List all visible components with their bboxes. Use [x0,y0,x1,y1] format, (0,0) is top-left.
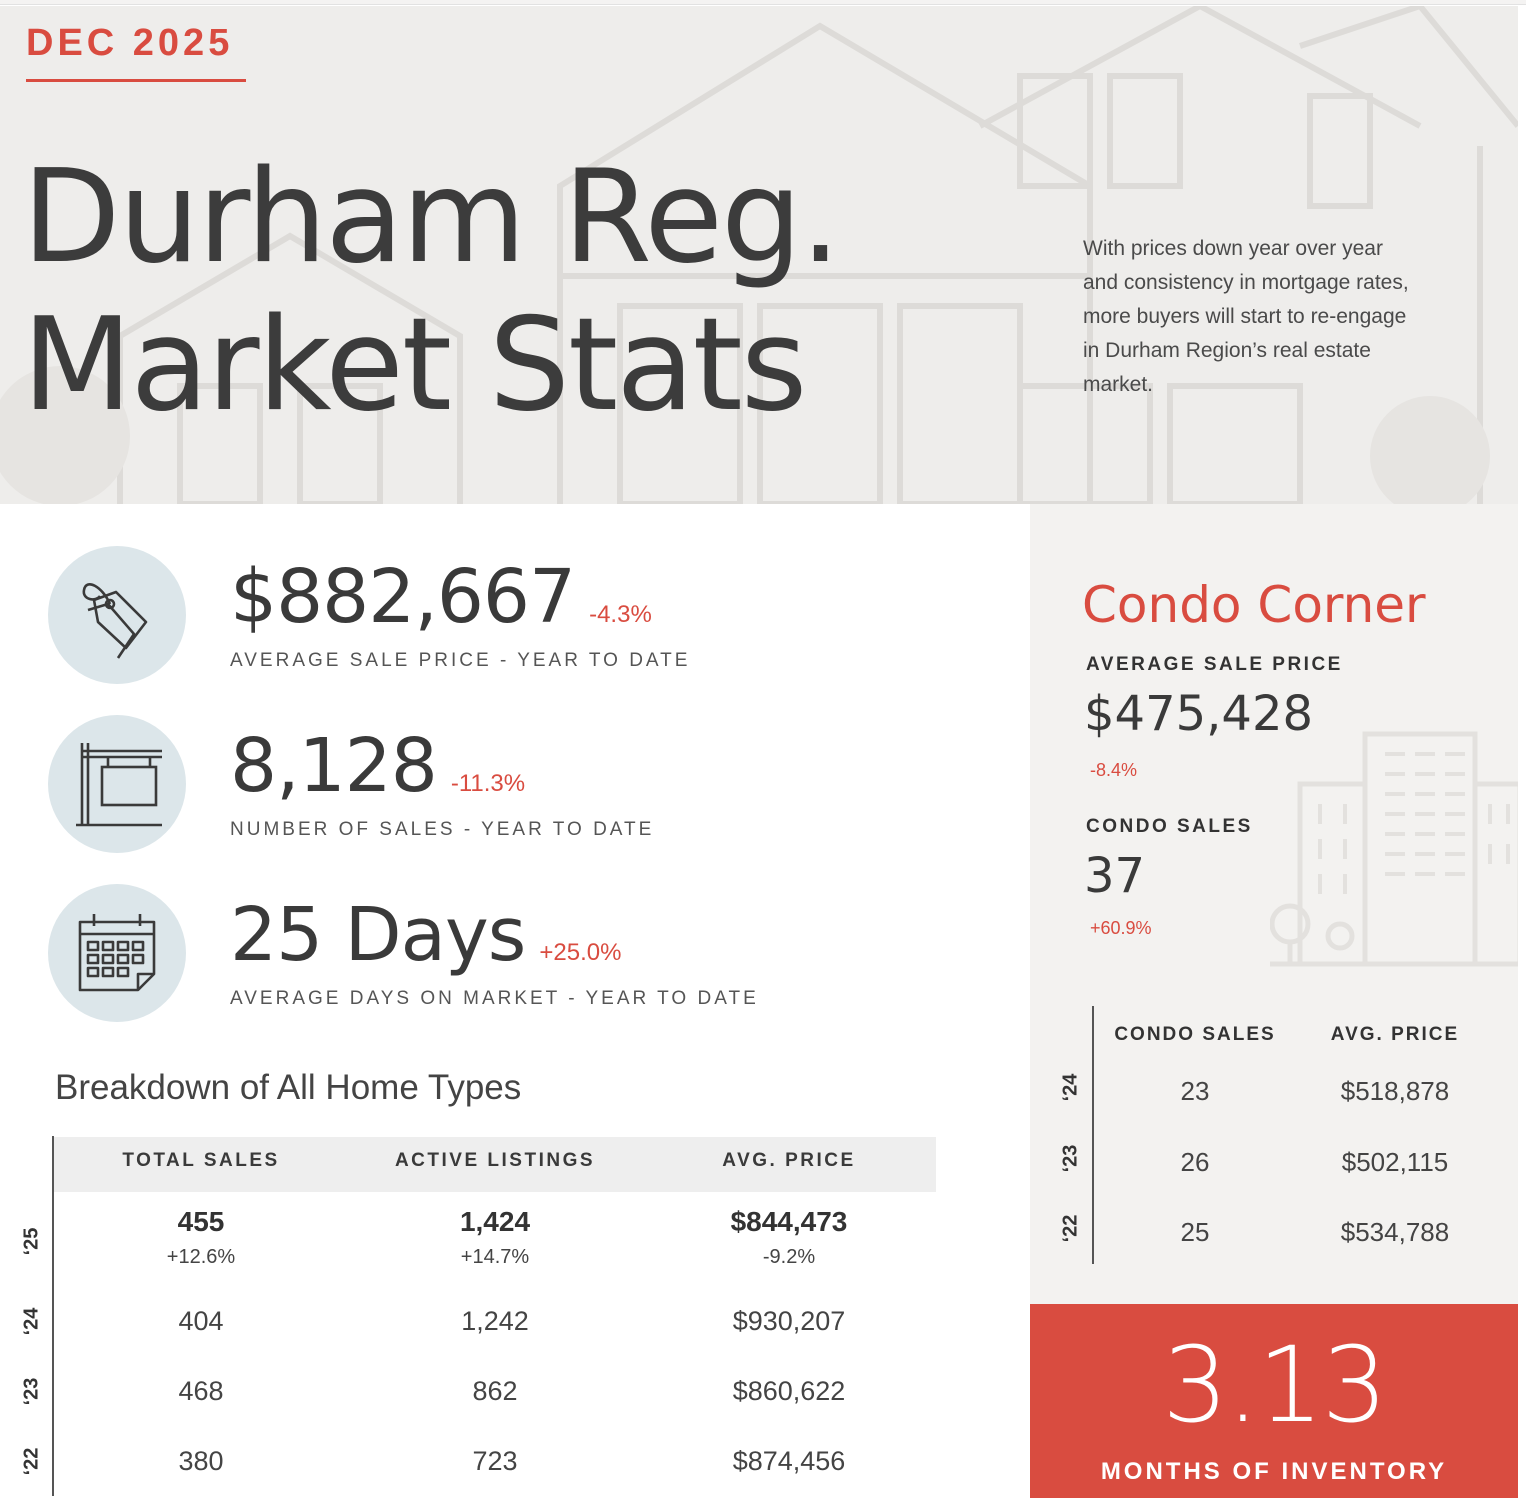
hero-banner: DEC 2025 Durham Reg. Market Stats With p… [0,6,1518,504]
cell-avg-price: $874,456 [732,1446,846,1476]
cell-total-sales: 380 [178,1446,224,1476]
condo-header-sales: CONDO SALES [1114,1024,1276,1045]
year-label: ‘25 [20,1227,43,1256]
condo-corner-panel: Condo Corner AVERAGE SALE PRICE $475,428… [1030,504,1518,1304]
months-of-inventory-panel: 3.13 MONTHS OF INVENTORY [1030,1304,1518,1498]
stat-value-number: 25 Days [230,892,526,978]
cell-active-listings: 1,242 [461,1306,529,1336]
intro-text: With prices down year over year and cons… [1083,237,1409,396]
top-border [0,0,1526,5]
condo-cell-price: $502,115 [1341,1147,1449,1177]
stat-icon-circle [48,546,186,684]
stat-change: -4.3% [589,601,652,628]
buildings-illustration [1270,731,1518,967]
months-of-inventory-label: MONTHS OF INVENTORY [1100,1458,1448,1485]
condo-sales-label: CONDO SALES [1086,816,1253,837]
year-label: ‘22 [1059,1214,1082,1243]
stat-value: $882,667 -4.3% [230,554,652,658]
house-background-illustration [0,6,1518,504]
condo-cell-sales: 26 [1180,1147,1210,1177]
title-line-1: Durham Reg. [22,143,841,292]
condo-cell-price: $534,788 [1340,1217,1450,1247]
stat-number-of-sales: 8,128 -11.3% NUMBER OF SALES - YEAR TO DA… [48,715,1008,855]
condo-sales-change: +60.9% [1090,918,1152,938]
breakdown-axis-line [52,1136,54,1496]
stat-days-on-market: 25 Days +25.0% AVERAGE DAYS ON MARKET - Y… [48,884,1008,1024]
year-label: ‘24 [20,1307,43,1336]
condo-avg-price-value: $475,428 [1084,686,1314,742]
report-month: DEC 2025 [26,22,234,64]
cell-total-sales: 404 [178,1306,224,1336]
stat-change: +25.0% [539,939,622,966]
price-tag-icon [82,583,148,659]
cell-active-listings: 1,424 [459,1206,531,1237]
months-of-inventory-value: 3.13 [1162,1324,1388,1446]
condo-cell-price: $518,878 [1340,1076,1450,1106]
cell-avg-price: $844,473 [730,1206,848,1237]
year-label: ‘23 [20,1377,43,1406]
stat-label: AVERAGE DAYS ON MARKET - YEAR TO DATE [230,988,759,1009]
stat-value: 25 Days +25.0% [230,892,621,996]
cell-change: +12.6% [166,1246,236,1268]
year-label: ‘24 [1059,1073,1082,1102]
stat-change: -11.3% [450,770,526,797]
stat-icon-circle [48,884,186,1022]
condo-corner-title: Condo Corner [1082,576,1426,634]
title-line-2: Market Stats [22,291,807,440]
stat-value-number: $882,667 [230,554,576,640]
condo-avg-price-change: -8.4% [1090,760,1138,780]
stat-value: 8,128 -11.3% [230,723,525,827]
condo-cell-sales: 25 [1180,1217,1210,1247]
breakdown-header-row: TOTAL SALES ACTIVE LISTINGS AVG. PRICE [54,1137,936,1192]
header-avg-price: AVG. PRICE [722,1150,856,1171]
cell-active-listings: 862 [472,1376,518,1406]
cell-total-sales: 468 [178,1376,224,1406]
cell-avg-price: $930,207 [732,1306,846,1336]
stat-average-sale-price: $882,667 -4.3% AVERAGE SALE PRICE - YEAR … [48,546,1008,686]
stat-value-number: 8,128 [230,723,438,809]
cell-total-sales: 455 [177,1206,225,1237]
stat-label: NUMBER OF SALES - YEAR TO DATE [230,819,655,840]
header-active-listings: ACTIVE LISTINGS [394,1150,596,1171]
stat-label: AVERAGE SALE PRICE - YEAR TO DATE [230,650,691,671]
month-underline [26,79,246,82]
calendar-icon [78,914,156,992]
condo-cell-sales: 23 [1180,1076,1210,1106]
breakdown-title: Breakdown of All Home Types [55,1068,522,1107]
year-label: ‘23 [1059,1144,1082,1173]
condo-table-axis-line [1092,1006,1094,1264]
condo-header-avg-price: AVG. PRICE [1330,1024,1460,1045]
stat-icon-circle [48,715,186,853]
year-label: ‘22 [20,1447,43,1476]
condo-sales-value: 37 [1084,848,1146,904]
cell-change: +14.7% [460,1246,530,1268]
condo-avg-price-label: AVERAGE SALE PRICE [1086,654,1343,675]
cell-avg-price: $860,622 [732,1376,846,1406]
cell-active-listings: 723 [472,1446,518,1476]
page-title: Durham Reg. Market Stats [22,143,841,440]
for-sale-sign-icon [76,743,162,827]
header-total-sales: TOTAL SALES [122,1150,280,1171]
cell-change: -9.2% [762,1246,816,1268]
